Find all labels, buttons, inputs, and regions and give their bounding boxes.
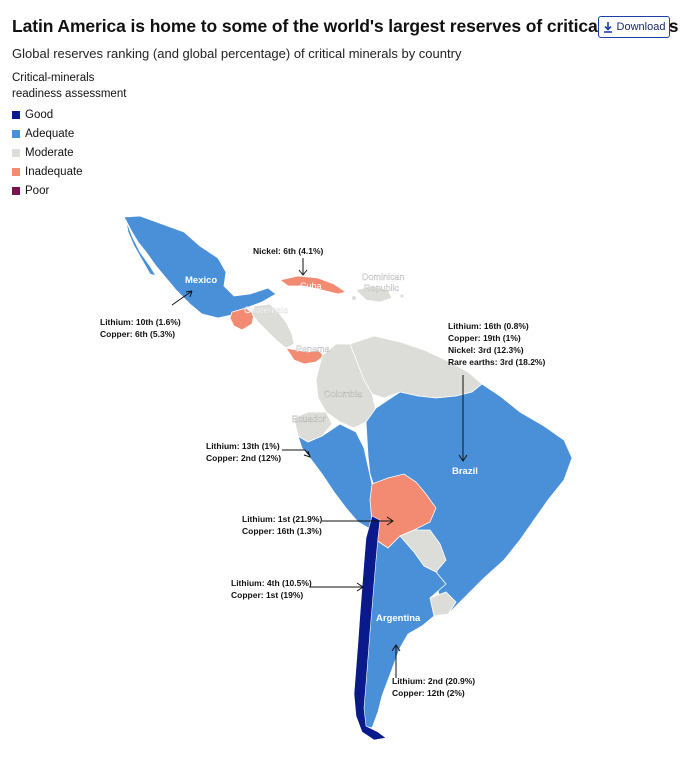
- annotation-chile-copper: Copper: 1st (19%): [231, 590, 303, 600]
- island-jamaica: [352, 296, 356, 300]
- annotation-argentina-copper: Copper: 12th (2%): [392, 688, 465, 698]
- legend-swatch-poor: [12, 186, 20, 195]
- legend-swatch-adequate: [12, 129, 20, 138]
- label-argentina: Argentina: [376, 613, 421, 624]
- arrowhead-cuba: [298, 269, 308, 276]
- legend-title: Critical-minerals readiness assessment: [12, 70, 126, 102]
- island-puerto-rico: [400, 294, 404, 298]
- annotation-cuba-nickel: Nickel: 6th (4.1%): [253, 246, 324, 256]
- leader-peru: [282, 449, 311, 457]
- legend-item-good: Good: [12, 105, 126, 124]
- annotation-peru-copper: Copper: 2nd (12%): [206, 453, 281, 463]
- legend-item-poor: Poor: [12, 181, 126, 200]
- annotation-mexico-lithium: Lithium: 10th (1.6%): [100, 317, 181, 327]
- annotation-bolivia-lithium: Lithium: 1st (21.9%): [242, 514, 322, 524]
- legend-swatch-inadequate: [12, 167, 20, 176]
- annotation-brazil-nickel: Nickel: 3rd (12.3%): [448, 345, 524, 355]
- country-mexico-baja: [125, 219, 157, 277]
- legend: Critical-minerals readiness assessment G…: [12, 70, 126, 200]
- annotation-peru-lithium: Lithium: 13th (1%): [206, 441, 280, 451]
- arrowhead-bolivia: [386, 516, 394, 526]
- annotation-mexico-copper: Copper: 6th (5.3%): [100, 329, 175, 339]
- chart-title: Latin America is home to some of the wor…: [12, 16, 679, 36]
- country-guatemala: [229, 307, 255, 331]
- label-ecuador: Ecuador: [292, 414, 326, 424]
- legend-label-good: Good: [25, 108, 54, 121]
- download-icon: [603, 21, 613, 33]
- country-mexico: [123, 215, 277, 319]
- annotation-brazil-rare-earths: Rare earths: 3rd (18.2%): [448, 357, 545, 367]
- legend-label-moderate: Moderate: [25, 146, 74, 159]
- download-label: Download: [616, 21, 666, 33]
- label-dominican-republic-1: Dominican: [362, 272, 405, 282]
- label-guatemala: Guatemala: [244, 305, 288, 315]
- label-cuba: Cuba: [300, 281, 322, 291]
- annotation-bolivia-copper: Copper: 16th (1.3%): [242, 526, 322, 536]
- annotation-brazil-lithium: Lithium: 16th (0.8%): [448, 321, 529, 331]
- arrowhead-peru: [303, 450, 311, 458]
- download-button[interactable]: Download: [598, 16, 670, 38]
- label-panama: Panama: [296, 344, 330, 354]
- legend-label-adequate: Adequate: [25, 127, 75, 140]
- chart-subtitle: Global reserves ranking (and global perc…: [12, 46, 462, 61]
- country-chile: [353, 515, 387, 741]
- annotation-argentina-lithium: Lithium: 2nd (20.9%): [392, 676, 475, 686]
- legend-title-line1: Critical-minerals: [12, 72, 95, 84]
- country-cuba: [279, 275, 347, 295]
- label-dominican-republic-2: Republic: [364, 283, 400, 293]
- label-brazil: Brazil: [452, 466, 478, 477]
- leader-lines: [171, 258, 468, 678]
- legend-label-inadequate: Inadequate: [25, 165, 83, 178]
- arrowhead-mexico: [185, 290, 193, 298]
- legend-item-moderate: Moderate: [12, 143, 126, 162]
- legend-swatch-good: [12, 110, 20, 119]
- label-colombia: Colombia: [324, 389, 362, 399]
- legend-item-adequate: Adequate: [12, 124, 126, 143]
- annotation-brazil-copper: Copper: 19th (1%): [448, 333, 521, 343]
- annotation-chile-lithium: Lithium: 4th (10.5%): [231, 578, 312, 588]
- legend-title-line2: readiness assessment: [12, 88, 127, 100]
- legend-item-inadequate: Inadequate: [12, 162, 126, 181]
- country-dominican-republic: [355, 285, 393, 303]
- arrowhead-chile: [356, 582, 364, 592]
- region-central-america: [251, 303, 295, 349]
- legend-label-poor: Poor: [25, 184, 50, 197]
- leader-mexico: [171, 290, 193, 306]
- arrowhead-argentina: [391, 644, 401, 652]
- label-mexico: Mexico: [185, 275, 217, 286]
- arrowhead-brazil: [458, 454, 468, 462]
- legend-swatch-moderate: [12, 148, 20, 157]
